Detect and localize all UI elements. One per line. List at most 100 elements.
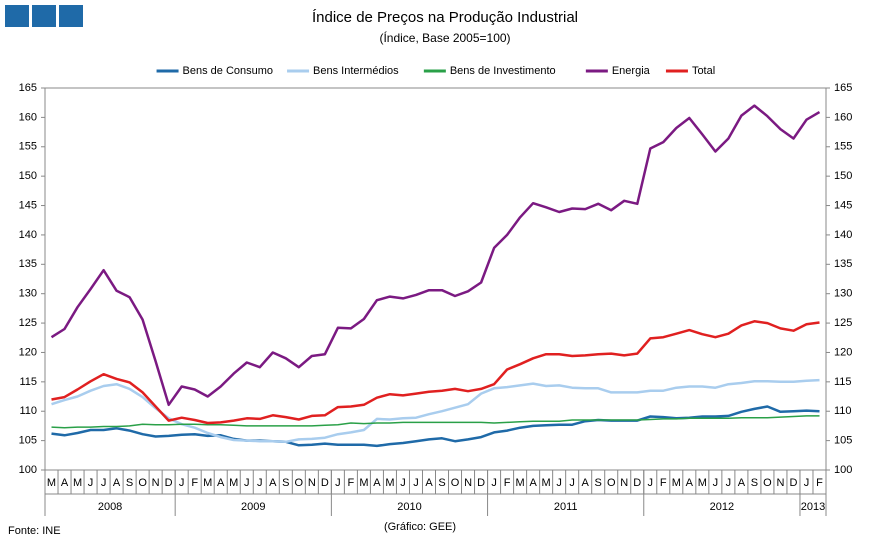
x-group-label: 2008 xyxy=(98,501,122,513)
x-tick-label: M xyxy=(698,477,707,489)
x-tick-label: A xyxy=(113,477,121,489)
x-tick-label: F xyxy=(191,477,198,489)
x-tick-label: M xyxy=(359,477,368,489)
x-tick-label: J xyxy=(804,477,810,489)
series-line xyxy=(51,405,820,448)
x-tick-label: O xyxy=(763,477,772,489)
x-tick-label: D xyxy=(321,477,329,489)
x-tick-label: A xyxy=(529,477,537,489)
x-tick-label: D xyxy=(165,477,173,489)
x-tick-label: J xyxy=(400,477,406,489)
x-tick-label: M xyxy=(229,477,238,489)
x-group-label: 2011 xyxy=(554,501,578,513)
x-tick-label: J xyxy=(88,477,94,489)
credit: (Gráfico: GEE) xyxy=(384,521,456,533)
y2-tick-label: 145 xyxy=(834,199,852,211)
y2-tick-label: 130 xyxy=(834,288,852,300)
y-tick-label: 160 xyxy=(19,111,37,123)
y-tick-label: 140 xyxy=(19,229,37,241)
legend-label: Bens Intermédios xyxy=(313,65,399,77)
legend-label: Total xyxy=(692,65,715,77)
x-tick-label: S xyxy=(282,477,289,489)
x-tick-label: M xyxy=(47,477,56,489)
y2-tick-label: 125 xyxy=(834,317,852,329)
y-tick-label: 165 xyxy=(19,82,37,94)
x-tick-label: O xyxy=(451,477,460,489)
x-tick-label: J xyxy=(413,477,419,489)
x-tick-label: A xyxy=(425,477,433,489)
chart-title: Índice de Preços na Produção Industrial xyxy=(312,9,578,26)
logo-square xyxy=(32,5,56,27)
x-tick-label: J xyxy=(648,477,654,489)
series-line xyxy=(51,415,820,429)
y-tick-label: 130 xyxy=(19,288,37,300)
x-tick-label: J xyxy=(244,477,250,489)
logo-square xyxy=(59,5,83,27)
x-tick-label: N xyxy=(776,477,784,489)
x-tick-label: F xyxy=(504,477,511,489)
x-tick-label: A xyxy=(373,477,381,489)
y-tick-label: 155 xyxy=(19,141,37,153)
x-tick-label: M xyxy=(203,477,212,489)
y-tick-label: 105 xyxy=(19,435,37,447)
y-tick-label: 100 xyxy=(19,464,37,476)
x-tick-label: A xyxy=(582,477,590,489)
x-tick-label: J xyxy=(101,477,107,489)
x-tick-label: S xyxy=(126,477,133,489)
y2-tick-label: 160 xyxy=(834,111,852,123)
x-tick-label: O xyxy=(138,477,147,489)
y-tick-label: 150 xyxy=(19,170,37,182)
x-tick-label: A xyxy=(61,477,69,489)
x-tick-label: M xyxy=(542,477,551,489)
x-tick-label: M xyxy=(73,477,82,489)
x-group-label: 2010 xyxy=(397,501,421,513)
y-tick-label: 115 xyxy=(19,376,37,388)
x-tick-label: D xyxy=(633,477,641,489)
x-tick-label: F xyxy=(660,477,667,489)
x-tick-label: M xyxy=(516,477,525,489)
x-tick-label: J xyxy=(726,477,732,489)
legend-label: Bens de Investimento xyxy=(450,65,556,77)
x-tick-label: F xyxy=(816,477,823,489)
x-tick-label: N xyxy=(464,477,472,489)
y-tick-label: 125 xyxy=(19,317,37,329)
y2-tick-label: 140 xyxy=(834,229,852,241)
series-line xyxy=(50,104,821,407)
series-line xyxy=(51,320,820,425)
x-tick-label: S xyxy=(438,477,445,489)
y-tick-label: 110 xyxy=(19,405,37,417)
x-tick-label: J xyxy=(569,477,575,489)
chart-subtitle: (Índice, Base 2005=100) xyxy=(379,30,510,45)
x-tick-label: D xyxy=(789,477,797,489)
y-tick-label: 120 xyxy=(19,346,37,358)
x-tick-label: F xyxy=(348,477,355,489)
x-tick-label: A xyxy=(686,477,694,489)
x-tick-label: N xyxy=(620,477,628,489)
y-tick-label: 135 xyxy=(19,258,37,270)
x-tick-label: A xyxy=(738,477,746,489)
x-tick-label: S xyxy=(595,477,602,489)
x-tick-label: J xyxy=(491,477,497,489)
x-tick-label: D xyxy=(477,477,485,489)
y2-tick-label: 115 xyxy=(834,376,852,388)
y2-tick-label: 100 xyxy=(834,464,852,476)
x-tick-label: A xyxy=(217,477,225,489)
source: Fonte: INE xyxy=(8,525,61,537)
y2-tick-label: 155 xyxy=(834,141,852,153)
x-group-label: 2009 xyxy=(241,501,265,513)
x-tick-label: A xyxy=(269,477,277,489)
y2-tick-label: 150 xyxy=(834,170,852,182)
legend-label: Energia xyxy=(612,65,651,77)
y-tick-label: 145 xyxy=(19,199,37,211)
x-tick-label: J xyxy=(335,477,341,489)
x-tick-label: N xyxy=(152,477,160,489)
series-line xyxy=(51,378,820,444)
y2-tick-label: 120 xyxy=(834,346,852,358)
y2-tick-label: 105 xyxy=(834,435,852,447)
x-tick-label: M xyxy=(385,477,394,489)
y2-tick-label: 165 xyxy=(834,82,852,94)
x-tick-label: J xyxy=(257,477,263,489)
x-tick-label: J xyxy=(556,477,562,489)
x-tick-label: N xyxy=(308,477,316,489)
